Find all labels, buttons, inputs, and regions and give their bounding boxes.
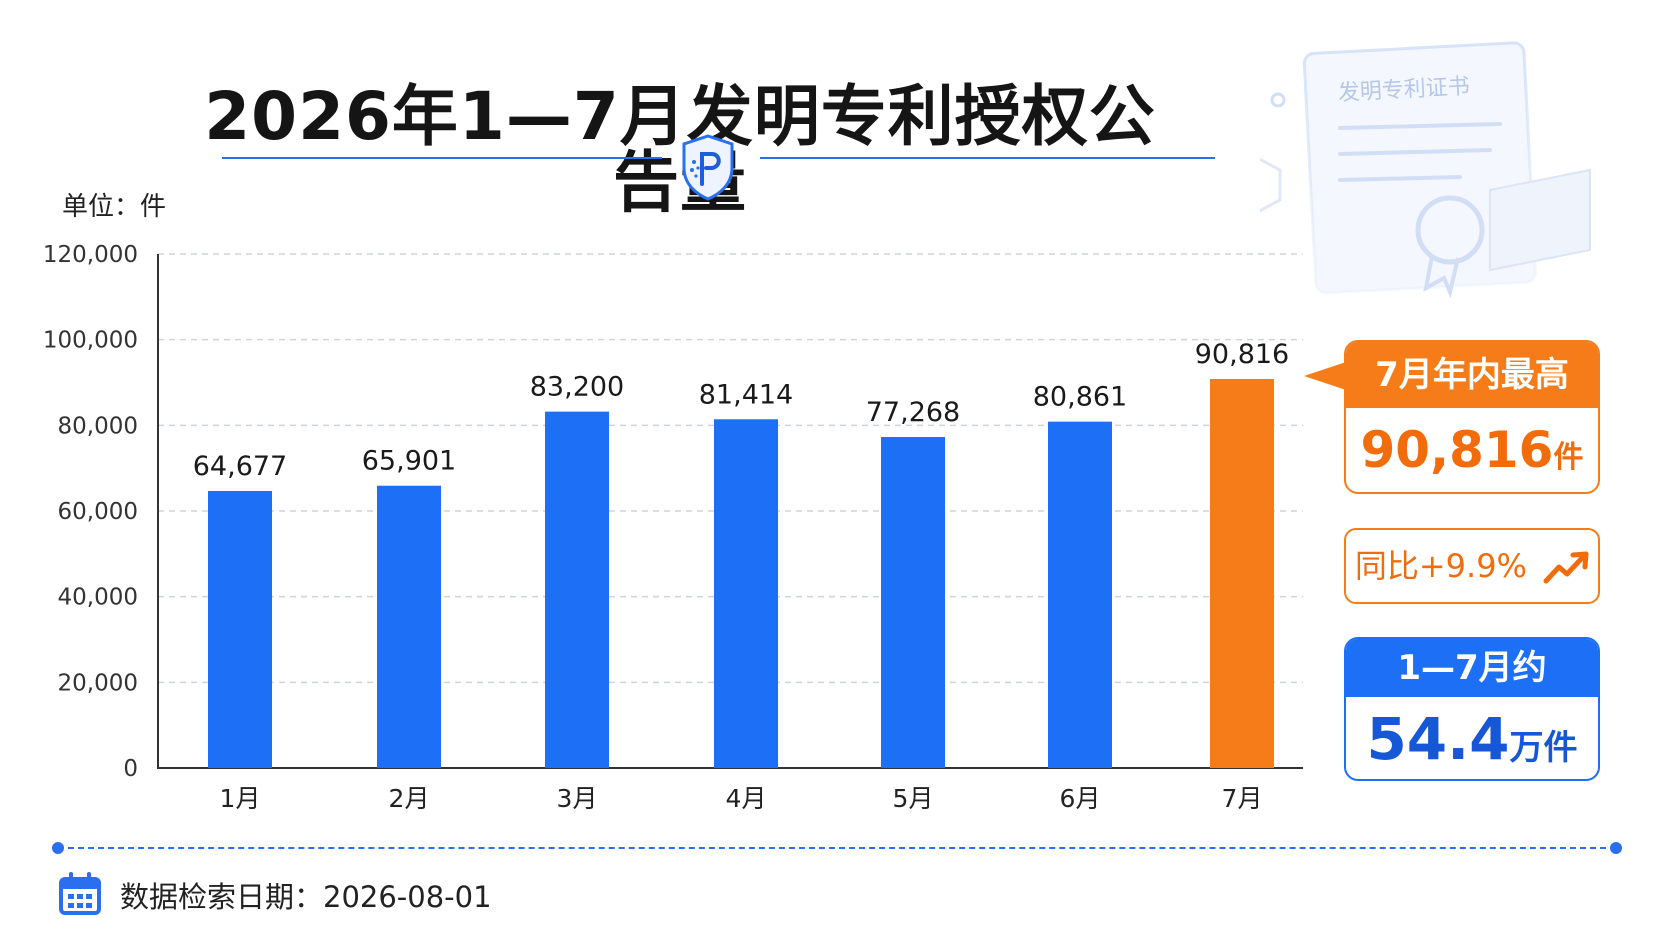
peak-value: 90,816 <box>1360 421 1554 479</box>
x-axis-ticks: 1月 2月 3月 4月 5月 6月 7月 <box>220 784 1263 813</box>
x-tick-label: 5月 <box>893 784 934 813</box>
title-divider-left <box>222 157 662 159</box>
y-tick-label: 40,000 <box>58 585 138 611</box>
total-callout-header: 1—7月约 <box>1346 639 1598 697</box>
peak-unit: 件 <box>1553 440 1584 475</box>
bars <box>208 379 1274 768</box>
data-label: 90,816 <box>1195 339 1289 370</box>
total-value: 54.4 <box>1366 705 1510 773</box>
bar <box>1048 421 1112 768</box>
chart-title: 2026年1—7月发明专利授权公告量 <box>204 78 1156 222</box>
data-labels: 64,677 65,901 83,200 81,414 77,268 80,861 90,8… <box>193 339 1289 482</box>
total-callout: 1—7月约 54.4万件 <box>1344 637 1600 781</box>
footer-dot-right <box>1610 842 1622 854</box>
bar <box>377 485 441 768</box>
x-tick-label: 3月 <box>557 784 598 813</box>
bar <box>1210 379 1274 768</box>
bar <box>545 411 609 768</box>
title-divider-right <box>760 157 1215 159</box>
total-unit: 万件 <box>1509 728 1578 768</box>
data-label: 81,414 <box>699 379 793 410</box>
data-label: 65,901 <box>362 446 456 477</box>
x-tick-label: 6月 <box>1060 784 1101 813</box>
bar <box>881 437 945 768</box>
trend-up-icon <box>1543 551 1589 584</box>
y-axis-ticks: 0 20,000 40,000 60,000 80,000 100,000 120,000 <box>43 242 138 782</box>
yoy-callout: 同比+9.9% <box>1344 528 1600 604</box>
footer-dot-left <box>52 842 64 854</box>
x-tick-label: 1月 <box>220 784 261 813</box>
y-tick-label: 0 <box>123 756 138 782</box>
y-tick-label: 120,000 <box>43 242 138 268</box>
bar <box>208 490 272 768</box>
patent-shield-icon <box>682 134 734 201</box>
certificate-decoration: 发明专利证书 <box>1260 41 1591 299</box>
y-tick-label: 20,000 <box>58 670 138 696</box>
x-tick-label: 7月 <box>1222 784 1263 813</box>
y-tick-label: 60,000 <box>58 499 138 525</box>
x-tick-label: 4月 <box>726 784 767 813</box>
data-label: 77,268 <box>866 397 960 428</box>
bar <box>714 419 778 768</box>
calendar-icon <box>59 872 101 915</box>
total-callout-body: 54.4万件 <box>1346 697 1598 796</box>
x-tick-label: 2月 <box>389 784 430 813</box>
footer-divider <box>58 847 1616 849</box>
yoy-text: 同比+9.9% <box>1354 547 1527 585</box>
retrieval-date: 数据检索日期：2026-08-01 <box>120 880 492 914</box>
y-tick-label: 80,000 <box>58 413 138 439</box>
data-label: 80,861 <box>1033 382 1127 413</box>
peak-callout-header: 7月年内最高 <box>1346 342 1598 408</box>
peak-callout: 7月年内最高 90,816件 <box>1304 340 1600 494</box>
y-tick-label: 100,000 <box>43 328 138 354</box>
unit-label: 单位：件 <box>62 192 167 222</box>
callout-pointer <box>1304 362 1346 390</box>
peak-callout-body: 90,816件 <box>1346 408 1598 504</box>
data-label: 83,200 <box>530 372 624 403</box>
data-label: 64,677 <box>193 451 287 482</box>
